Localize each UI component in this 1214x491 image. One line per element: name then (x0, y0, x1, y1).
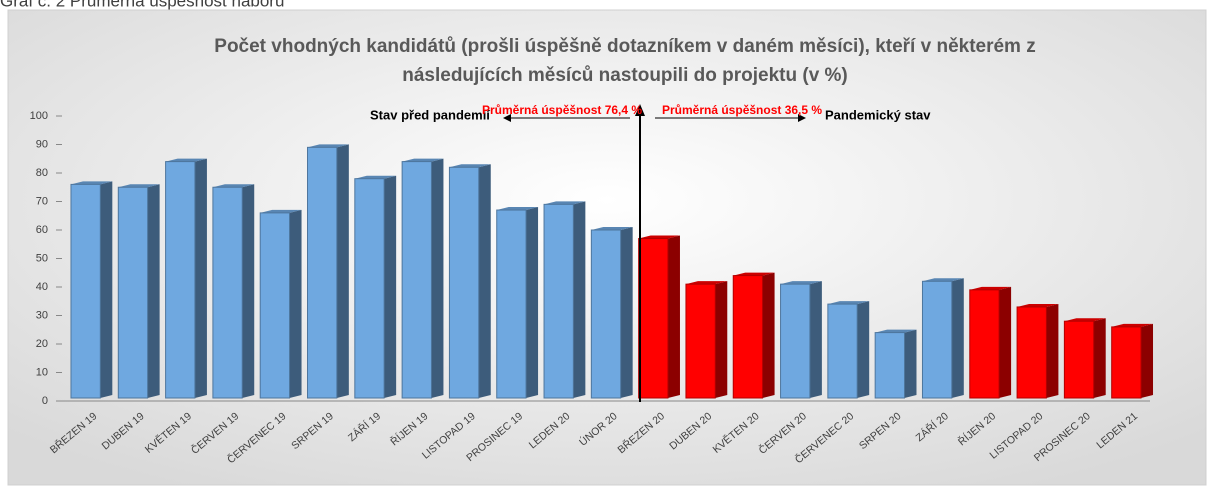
bar-top (638, 235, 680, 239)
bar-side (526, 207, 539, 398)
y-tick-label: 0 (42, 395, 48, 407)
bar-side (431, 158, 444, 398)
bar (70, 183, 101, 399)
bar-top (165, 158, 207, 162)
bar (638, 238, 669, 399)
bar-side (951, 278, 964, 398)
arrow-head (798, 114, 806, 122)
annotation: Průměrná úspěšnost 76,4 % (482, 103, 642, 117)
bar-top (875, 329, 917, 333)
bar-top (118, 184, 160, 188)
bar-side (573, 201, 586, 398)
bar-top (591, 227, 633, 230)
bar (543, 203, 574, 399)
bar-top (544, 201, 586, 205)
bar-top (260, 209, 302, 213)
arrow-head (635, 104, 645, 116)
annotation: Průměrná úspěšnost 36,5 % (662, 103, 822, 117)
bar (307, 146, 338, 399)
bar-side (667, 235, 680, 398)
bar (448, 166, 480, 399)
bar (259, 212, 291, 399)
bar (1111, 326, 1142, 399)
bar (1063, 320, 1095, 399)
y-tick-label: 30 (36, 309, 48, 321)
bar-top (922, 278, 964, 282)
bar-top (70, 181, 113, 185)
bar (921, 280, 953, 399)
bar (685, 283, 716, 399)
y-tick-label: 60 (36, 224, 48, 236)
bar-side (336, 144, 349, 398)
bar-top (780, 281, 822, 285)
bar-top (212, 184, 255, 188)
annotation: Pandemický stav (825, 107, 931, 122)
chart-title: následujících měsíců nastoupili do proje… (402, 65, 848, 86)
bar-top (1017, 303, 1059, 307)
y-tick-label: 70 (36, 195, 48, 207)
y-tick-label: 10 (36, 366, 48, 378)
bar-side (384, 175, 397, 398)
bar (827, 303, 858, 399)
bar-top (685, 281, 728, 285)
chart-title: Počet vhodných kandidátů (prošli úspěšně… (214, 36, 1035, 57)
bar (969, 289, 1000, 399)
bar-side (809, 281, 822, 398)
bar-side (620, 227, 633, 398)
annotation: Stav před pandemií (370, 107, 490, 122)
bar-top (402, 158, 444, 162)
bar (117, 186, 149, 399)
y-tick-label: 90 (36, 138, 48, 150)
y-tick-label: 40 (36, 281, 48, 293)
bar-top (307, 144, 349, 148)
bar-side (904, 329, 917, 398)
bar-side (194, 158, 207, 398)
bar (212, 186, 243, 399)
bar-side (1046, 303, 1059, 398)
bar-top (969, 286, 1012, 290)
bar-top (1111, 323, 1154, 327)
bar (401, 161, 432, 399)
bar-side (1141, 323, 1154, 398)
bar-side (762, 272, 775, 398)
bar-top (449, 164, 491, 168)
bar-top (1064, 318, 1106, 322)
y-tick-label: 20 (36, 338, 48, 350)
y-tick-label: 80 (36, 167, 48, 179)
bar-side (478, 164, 491, 398)
bar-top (827, 301, 870, 305)
caption: Graf č. 2 Průměrná úspěšnost náboru (0, 0, 284, 10)
bar (780, 283, 811, 399)
bar-side (242, 184, 255, 398)
bar (354, 178, 385, 399)
bar-side (1093, 318, 1106, 398)
arrow-head (503, 114, 511, 122)
bar (590, 229, 622, 399)
bar (1016, 306, 1047, 399)
bar-side (147, 184, 160, 398)
bar-top (733, 272, 775, 276)
bar (165, 161, 196, 399)
bar (874, 332, 905, 399)
y-tick-label: 100 (30, 110, 48, 122)
bar-top (496, 207, 539, 211)
bar-top (354, 175, 397, 179)
bar-side (289, 209, 302, 398)
bar-side (100, 181, 113, 398)
bar-side (857, 301, 870, 398)
y-tick-label: 50 (36, 252, 48, 264)
bar (732, 275, 764, 399)
bar-side (715, 281, 728, 398)
bar (496, 209, 527, 399)
bar-side (999, 286, 1012, 398)
